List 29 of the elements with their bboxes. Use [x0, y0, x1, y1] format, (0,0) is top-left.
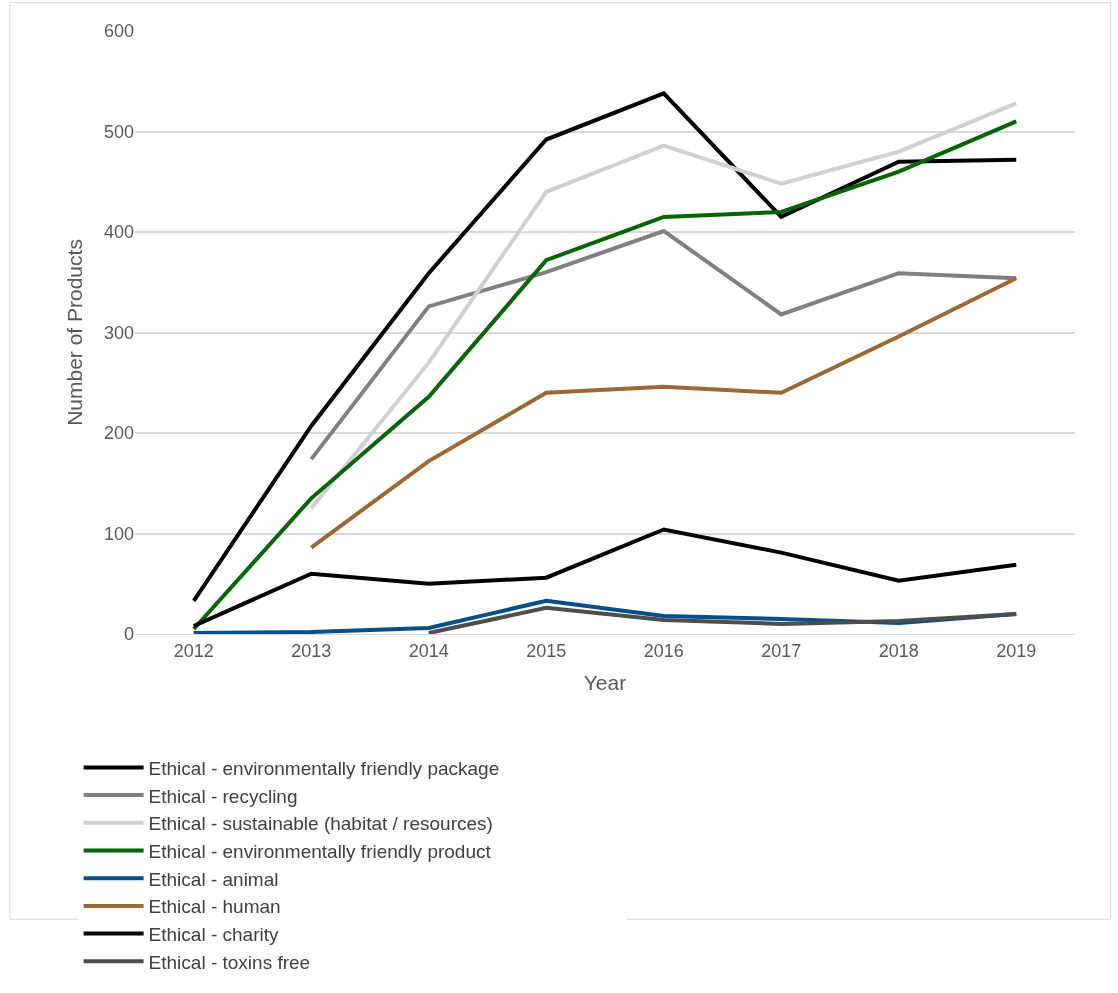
legend-label: Ethical - sustainable (habitat / resources) [148, 813, 493, 835]
line-series [426, 605, 1019, 634]
x-tick-label: 2019 [996, 640, 1037, 661]
x-tick-label: 2014 [408, 640, 449, 661]
x-tick-label: 2018 [878, 640, 919, 661]
y-tick-label: 200 [103, 423, 134, 444]
legend-label: Ethical - human [148, 896, 281, 918]
legend-label: Ethical - environmentally friendly product [148, 840, 492, 862]
legend-label: Ethical - toxins free [148, 951, 311, 973]
x-tick-label: 2015 [526, 640, 567, 661]
legend-label: Ethical - animal [148, 868, 279, 890]
x-tick-label: 2012 [173, 640, 214, 661]
x-tick-label: 2016 [643, 640, 684, 661]
x-tick-label: 2013 [291, 640, 332, 661]
x-axis-title: Year [583, 670, 627, 694]
y-axis-title: Number of Products [63, 239, 87, 426]
y-tick-label: 500 [103, 121, 134, 142]
legend-label: Ethical - charity [148, 924, 279, 946]
y-tick-label: 400 [103, 222, 134, 243]
line-series [309, 276, 1019, 550]
legend-label: Ethical - recycling [148, 785, 298, 807]
x-tick-label: 2017 [761, 640, 802, 661]
y-tick-label: 300 [103, 322, 134, 343]
line-series [309, 228, 1019, 462]
y-tick-label: 600 [103, 21, 134, 42]
y-tick-label: 0 [123, 624, 134, 645]
y-tick-label: 100 [103, 523, 134, 544]
line-series [191, 527, 1019, 628]
legend-label: Ethical - environmentally friendly package [148, 757, 500, 779]
